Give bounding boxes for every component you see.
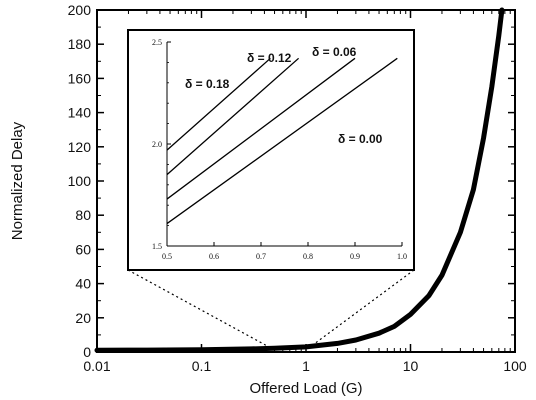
y-tick-label: 0 bbox=[83, 344, 91, 360]
inset-x-tick-label: 1.0 bbox=[397, 252, 407, 261]
inset-y-tick-label: 1.5 bbox=[152, 242, 162, 251]
y-tick-label: 140 bbox=[68, 105, 92, 121]
delta-label: δ = 0.06 bbox=[312, 45, 357, 59]
inset-y-tick-label: 2.0 bbox=[152, 140, 162, 149]
x-tick-label: 0.1 bbox=[192, 358, 212, 374]
y-tick-label: 160 bbox=[68, 70, 92, 86]
y-tick-label: 80 bbox=[75, 207, 91, 223]
y-tick-label: 20 bbox=[75, 310, 91, 326]
inset-line-0 bbox=[166, 57, 271, 151]
y-tick-label: 120 bbox=[68, 139, 92, 155]
x-tick-label: 10 bbox=[403, 358, 419, 374]
delta-label: δ = 0.00 bbox=[338, 132, 383, 146]
inset-x-tick-label: 0.9 bbox=[350, 252, 360, 261]
inset-x-tick-label: 0.5 bbox=[162, 252, 172, 261]
main-plot: 0 20 40 60 80 100 120 140 160 180 200 0.01 0.1 1 10 100… bbox=[9, 2, 527, 397]
inset-y-tick-label: 2.5 bbox=[152, 38, 162, 47]
x-tick-label: 100 bbox=[503, 358, 527, 374]
inset-line-2 bbox=[166, 57, 356, 200]
y-axis-title: Normalized Delay bbox=[9, 121, 26, 240]
x-tick-label: 0.01 bbox=[83, 358, 110, 374]
inset-x-tick-label: 0.6 bbox=[209, 252, 219, 261]
y-tick-label: 100 bbox=[68, 173, 92, 189]
delay-curve bbox=[94, 7, 505, 353]
inset-x-tick-label: 0.7 bbox=[256, 252, 266, 261]
y-tick-label: 200 bbox=[68, 2, 92, 18]
y-tick-label: 60 bbox=[75, 241, 91, 257]
inset-frame bbox=[127, 29, 415, 271]
zoom-connector-left bbox=[127, 269, 275, 351]
delta-label: δ = 0.12 bbox=[247, 51, 292, 65]
inset-plot: 1.5 2.0 2.5 0.5 0.6 0.7 0.8 0.9 1.0 δ = 0.18 δ = 0… bbox=[127, 29, 415, 351]
x-tick-label: 1 bbox=[302, 358, 310, 374]
inset-line-3 bbox=[166, 57, 398, 225]
inset-line-1 bbox=[166, 57, 300, 176]
delta-label: δ = 0.18 bbox=[185, 77, 230, 91]
inset-x-tick-label: 0.8 bbox=[303, 252, 313, 261]
y-tick-label: 180 bbox=[68, 36, 92, 52]
y-tick-label: 40 bbox=[75, 276, 91, 292]
x-axis-title: Offered Load (G) bbox=[249, 380, 362, 397]
